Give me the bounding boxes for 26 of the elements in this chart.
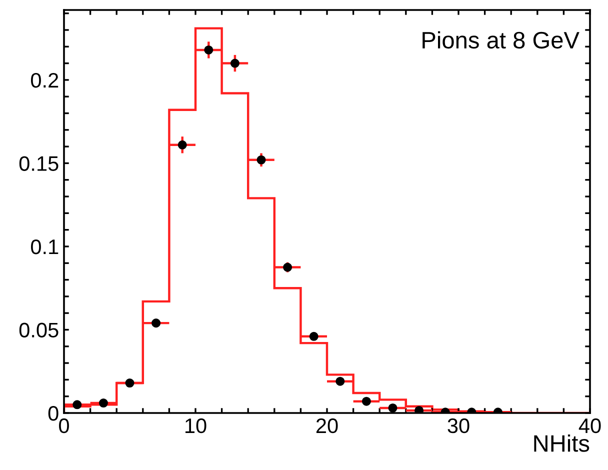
y-tick-label: 0.05 bbox=[19, 322, 58, 338]
x-axis-title: NHits bbox=[534, 434, 590, 452]
x-tick-label: 0 bbox=[59, 418, 69, 434]
point bbox=[98, 398, 108, 408]
point bbox=[125, 378, 134, 388]
annotation: Pions at 8 GeV bbox=[422, 31, 580, 49]
point bbox=[283, 262, 292, 272]
point bbox=[336, 376, 345, 386]
point bbox=[72, 400, 82, 410]
point bbox=[204, 45, 214, 54]
x-tick-label: 20 bbox=[316, 418, 338, 434]
point bbox=[362, 396, 371, 406]
y-tick-label: 0 bbox=[48, 406, 58, 421]
x-tick-label: 40 bbox=[578, 418, 601, 434]
y-tick-label: 0.2 bbox=[30, 72, 58, 88]
x-tick-label: 30 bbox=[448, 418, 470, 434]
point bbox=[152, 318, 161, 328]
point bbox=[230, 58, 240, 68]
y-tick-label: 0.15 bbox=[19, 156, 58, 171]
point bbox=[256, 155, 266, 164]
point bbox=[309, 332, 318, 341]
x-tick-label: 10 bbox=[186, 418, 206, 434]
y-tick-label: 0.1 bbox=[30, 239, 58, 254]
point bbox=[388, 403, 398, 413]
point bbox=[178, 140, 187, 150]
point bbox=[414, 406, 424, 413]
